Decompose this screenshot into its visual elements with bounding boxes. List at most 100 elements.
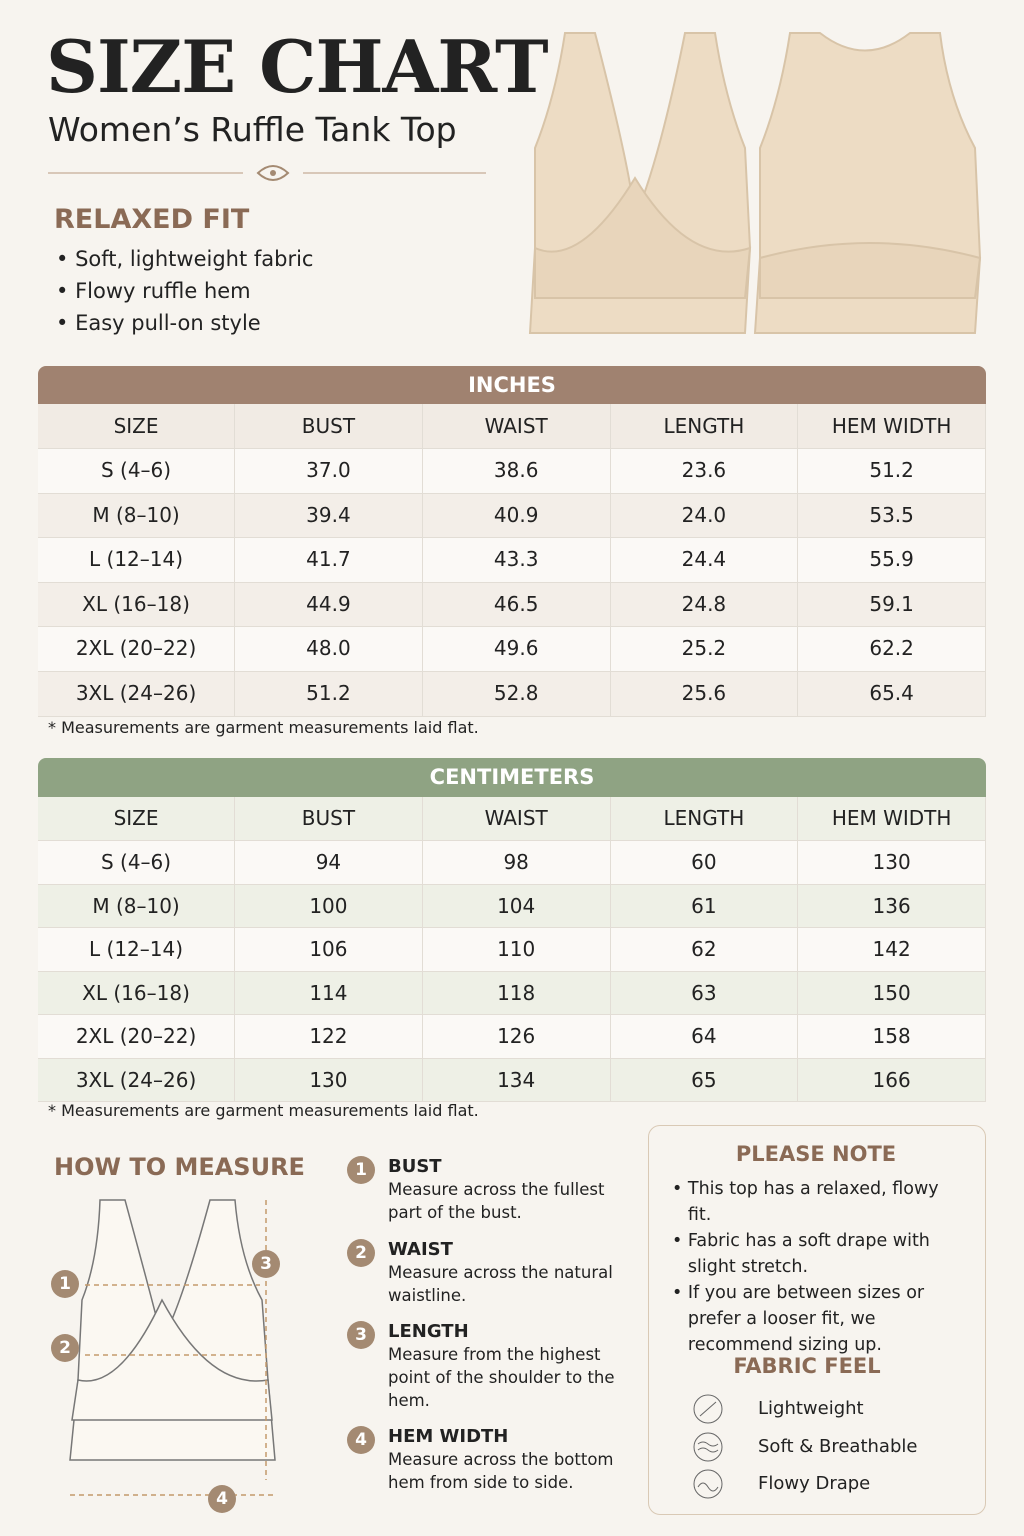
step-text: Measure from the highest point of the sh…: [388, 1345, 615, 1410]
step-number: 4: [347, 1426, 375, 1454]
cell: 118: [423, 971, 611, 1014]
table-title: INCHES: [38, 366, 986, 404]
step-title: WAIST: [388, 1239, 453, 1260]
fabric-item: Flowy Drape: [690, 1465, 917, 1503]
icon: [693, 1432, 723, 1461]
cell: 60: [611, 841, 799, 884]
step-text: Measure across the bottom hem from side …: [388, 1450, 614, 1492]
diagram-number: 2: [51, 1334, 79, 1362]
cell: 51.2: [235, 671, 423, 716]
cell: 65.4: [798, 671, 986, 716]
cell: 23.6: [611, 449, 799, 493]
text: Flowy ruffle hem: [75, 279, 251, 303]
column-header: SIZE: [38, 797, 236, 840]
cell: 39.4: [235, 493, 423, 538]
subtitle: Women’s Ruffle Tank Top: [48, 110, 457, 149]
step-number: 1: [347, 1156, 375, 1184]
cell: 38.6: [423, 449, 611, 493]
cell: 62: [611, 928, 799, 971]
step-title: LENGTH: [388, 1321, 469, 1342]
table-row: 2XL (20–22) 48.0 49.6 25.2 62.2: [38, 627, 986, 672]
cell: 98: [423, 841, 611, 884]
step: LENGTH Measure from the highest point of …: [388, 1320, 628, 1412]
table-row: M (8–10) 39.4 40.9 24.0 53.5: [38, 493, 986, 539]
cell: 51.2: [798, 449, 986, 493]
bullet: • Soft, lightweight fabric: [56, 247, 314, 271]
cell: XL (16–18): [38, 582, 236, 627]
table-row: S (4–6) 94 98 60 130: [38, 841, 986, 885]
cell: 2XL (20–22): [38, 1015, 236, 1058]
measure-diagram: [69, 1199, 276, 1496]
table-row: XL (16–18) 44.9 46.5 24.8 59.1: [38, 582, 986, 628]
cell: 55.9: [798, 538, 986, 582]
size-table: INCHES SIZE BUST WAIST LENGTH HEM WIDTH S (4–6…: [38, 366, 986, 717]
table-row: 3XL (24–26) 51.2 52.8 25.6 65.4: [38, 671, 986, 717]
table-row: S (4–6) 37.0 38.6 23.6 51.2: [38, 449, 986, 494]
text: Easy pull-on style: [75, 311, 261, 335]
step: WAIST Measure across the natural waistlin…: [388, 1238, 628, 1307]
cell: 25.2: [611, 627, 799, 671]
column-header: HEM WIDTH: [798, 404, 986, 448]
table-row: L (12–14) 41.7 43.3 24.4 55.9: [38, 538, 986, 583]
fabric-item: Lightweight: [690, 1390, 917, 1428]
step: HEM WIDTH Measure across the bottom hem f…: [388, 1425, 628, 1494]
step-number: 2: [347, 1239, 375, 1267]
cell: 65: [611, 1058, 799, 1101]
icon: [693, 1469, 723, 1499]
text: This top has a relaxed, flowy fit.: [687, 1179, 939, 1225]
cell: 37.0: [235, 449, 423, 493]
cell: 104: [423, 884, 611, 927]
cell: 100: [235, 884, 423, 927]
column-header: WAIST: [423, 404, 611, 448]
cell: 126: [423, 1015, 611, 1058]
column-header: LENGTH: [611, 404, 799, 448]
measure-title: HOW TO MEASURE: [54, 1153, 305, 1181]
table-title: CENTIMETERS: [38, 758, 986, 797]
table-row: L (12–14) 106 110 62 142: [38, 928, 986, 972]
column-header: LENGTH: [611, 797, 799, 840]
cell: 41.7: [235, 538, 423, 582]
cell: 134: [423, 1058, 611, 1101]
cell: 24.8: [611, 582, 799, 627]
cell: S (4–6): [38, 449, 236, 493]
cell: 110: [423, 928, 611, 971]
table-row: XL (16–18) 114 118 63 150: [38, 971, 986, 1015]
cell: 106: [235, 928, 423, 971]
table-note: * Measurements are garment measurements …: [48, 1101, 479, 1120]
diagram-number: 4: [208, 1485, 236, 1513]
step-title-wrap: HEM WIDTH: [388, 1425, 628, 1448]
cell: 48.0: [235, 627, 423, 671]
text: If you are between sizes or prefer a loo…: [687, 1283, 925, 1355]
text: Soft & Breathable: [758, 1435, 918, 1457]
fabric-item: Soft & Breathable: [690, 1428, 917, 1466]
product-images: [528, 32, 982, 334]
cell: 114: [235, 971, 423, 1014]
step-title: HEM WIDTH: [388, 1426, 509, 1447]
cell: 136: [798, 884, 986, 927]
step: BUST Measure across the fullest part of t…: [388, 1155, 628, 1224]
cell: 166: [798, 1058, 986, 1101]
cell: 2XL (20–22): [38, 627, 236, 671]
table-row: 2XL (20–22) 122 126 64 158: [38, 1015, 986, 1059]
note-bullets: • This top has a relaxed, flowy fit. • F…: [672, 1176, 962, 1358]
bullet: • This top has a relaxed, flowy fit.: [672, 1176, 962, 1228]
cell: 52.8: [423, 671, 611, 716]
text: Fabric has a soft drape with slight stre…: [687, 1231, 930, 1277]
fabric-items: Lightweight Soft & Breathable Flowy Drap…: [690, 1390, 917, 1503]
title: SIZE CHART: [46, 24, 549, 109]
step-text: Measure across the fullest part of the b…: [388, 1180, 605, 1222]
bullet: • Flowy ruffle hem: [56, 279, 251, 303]
diagram-number: 3: [252, 1250, 280, 1278]
text: Flowy Drape: [758, 1473, 871, 1494]
cell: 24.0: [611, 493, 799, 538]
header-row: SIZE BUST WAIST LENGTH HEM WIDTH: [38, 404, 986, 449]
bullet: • Easy pull-on style: [56, 311, 261, 335]
step-number: 3: [347, 1321, 375, 1349]
size-table: CENTIMETERS SIZE BUST WAIST LENGTH HEM WIDTH S…: [38, 758, 986, 1102]
cell: 150: [798, 971, 986, 1014]
cell: M (8–10): [38, 493, 236, 538]
cell: 64: [611, 1015, 799, 1058]
cell: S (4–6): [38, 841, 236, 884]
cell: 40.9: [423, 493, 611, 538]
cell: 49.6: [423, 627, 611, 671]
